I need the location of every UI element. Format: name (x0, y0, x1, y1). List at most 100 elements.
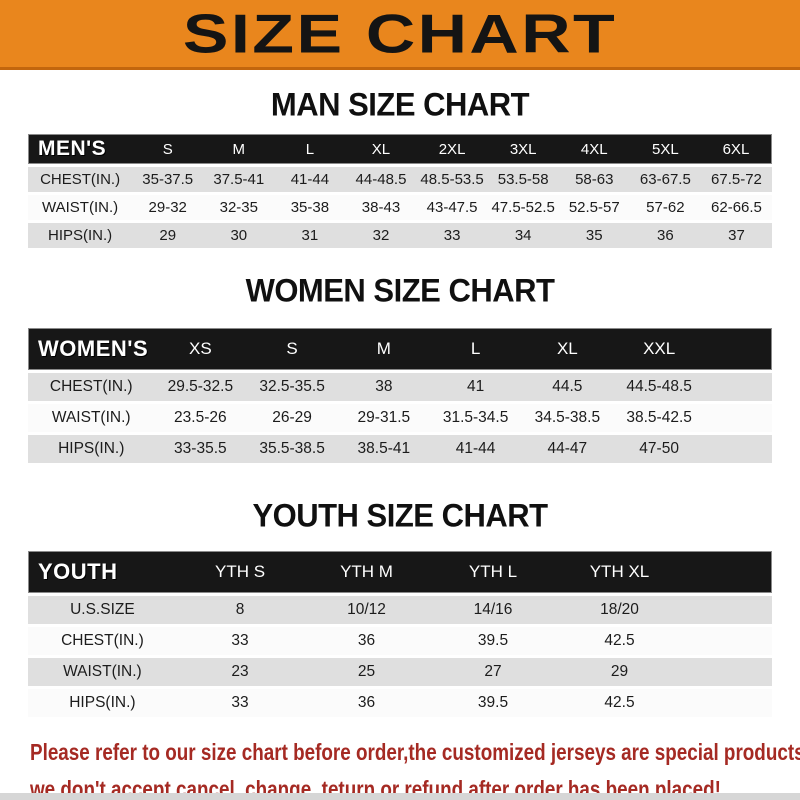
row-label: HIPS(IN.) (28, 435, 155, 463)
size-cell: 63-67.5 (629, 167, 701, 192)
column-header: XL (345, 134, 417, 164)
size-cell: 42.5 (556, 627, 683, 655)
size-cell: 39.5 (429, 627, 557, 655)
row-label: CHEST(IN.) (28, 627, 177, 655)
size-cell: 62-66.5 (700, 195, 772, 220)
size-cell: 36 (303, 689, 430, 717)
size-cell: 26-29 (246, 404, 338, 432)
size-cell: 23 (176, 658, 304, 686)
column-header: XL (521, 328, 614, 370)
column-header: XXL (613, 328, 706, 370)
bottom-edge-strip (0, 793, 800, 800)
header-spacer (705, 328, 772, 370)
table-row: HIPS(IN.) 33 36 39.5 42.5 (28, 689, 772, 717)
row-label: HIPS(IN.) (28, 689, 177, 717)
size-cell: 35-38 (274, 195, 346, 220)
table-header-label: YOUTH (28, 551, 177, 593)
size-cell: 34.5-38.5 (521, 404, 614, 432)
table-header-label: MEN'S (28, 134, 133, 164)
size-cell: 38-43 (345, 195, 417, 220)
notice-line-1: Please refer to our size chart before or… (30, 739, 800, 765)
table-row: WAIST(IN.) 29-32 32-35 35-38 38-43 43-47.5 47.… (28, 195, 772, 220)
column-header: M (337, 328, 430, 370)
size-cell: 41-44 (274, 167, 346, 192)
table-row: WAIST(IN.) 23 25 27 29 (28, 658, 772, 686)
size-cell: 32 (345, 223, 417, 248)
size-cell: 29-31.5 (337, 404, 430, 432)
table-header-row: MEN'S S M L XL 2XL 3XL 4XL 5XL 6XL (28, 134, 772, 164)
size-cell: 53.5-58 (487, 167, 559, 192)
column-header: 6XL (700, 134, 772, 164)
size-cell: 43-47.5 (416, 195, 488, 220)
size-table: MEN'S S M L XL 2XL 3XL 4XL 5XL 6XL CHEST(IN.) 35-3… (28, 131, 772, 251)
table-header-label: WOMEN'S (28, 328, 155, 370)
size-cell: 29 (556, 658, 683, 686)
size-cell: 36 (303, 627, 430, 655)
table-row: U.S.SIZE 8 10/12 14/16 18/20 (28, 596, 772, 624)
size-cell: 44-47 (521, 435, 614, 463)
column-header: S (246, 328, 338, 370)
size-cell: 42.5 (556, 689, 683, 717)
size-cell: 36 (629, 223, 701, 248)
size-cell: 10/12 (303, 596, 430, 624)
row-label: U.S.SIZE (28, 596, 177, 624)
row-spacer (682, 658, 772, 686)
size-cell: 39.5 (429, 689, 557, 717)
size-cell: 29 (132, 223, 204, 248)
table-row: CHEST(IN.) 29.5-32.5 32.5-35.5 38 41 44.5 44.5… (28, 373, 772, 401)
size-cell: 38.5-41 (337, 435, 430, 463)
size-cell: 38.5-42.5 (613, 404, 706, 432)
size-cell: 33-35.5 (154, 435, 247, 463)
size-cell: 34 (487, 223, 559, 248)
man-size-chart-section: MAN SIZE CHART MEN'S S M L XL 2XL 3XL 4XL 5XL 6XL… (28, 86, 772, 251)
column-header: YTH XL (556, 551, 683, 593)
column-header: YTH M (303, 551, 430, 593)
size-cell: 29.5-32.5 (154, 373, 247, 401)
column-header: 5XL (629, 134, 701, 164)
banner-title: SIZE CHART (182, 2, 618, 65)
section-title: WOMEN SIZE CHART (245, 272, 555, 309)
size-cell: 8 (176, 596, 304, 624)
size-cell: 37 (700, 223, 772, 248)
size-cell: 35-37.5 (132, 167, 204, 192)
column-header: 2XL (416, 134, 488, 164)
table-row: CHEST(IN.) 33 36 39.5 42.5 (28, 627, 772, 655)
column-header: L (274, 134, 346, 164)
size-cell: 47-50 (613, 435, 706, 463)
size-cell: 32.5-35.5 (246, 373, 338, 401)
size-cell: 44.5 (521, 373, 614, 401)
column-header: M (203, 134, 275, 164)
section-title: MAN SIZE CHART (270, 86, 530, 123)
size-cell: 31.5-34.5 (429, 404, 522, 432)
size-cell: 29-32 (132, 195, 204, 220)
column-header: S (132, 134, 204, 164)
size-cell: 67.5-72 (700, 167, 772, 192)
row-label: CHEST(IN.) (28, 167, 133, 192)
column-header: 4XL (558, 134, 630, 164)
size-cell: 38 (337, 373, 430, 401)
size-cell: 47.5-52.5 (487, 195, 559, 220)
table-row: WAIST(IN.) 23.5-26 26-29 29-31.5 31.5-34.5 34… (28, 404, 772, 432)
youth-size-chart-section: YOUTH SIZE CHART YOUTH YTH S YTH M YTH L YTH… (28, 497, 772, 720)
size-cell: 30 (203, 223, 275, 248)
size-cell: 35 (558, 223, 630, 248)
row-spacer (682, 627, 772, 655)
size-cell: 44.5-48.5 (613, 373, 706, 401)
size-cell: 33 (176, 627, 304, 655)
size-cell: 25 (303, 658, 430, 686)
size-cell: 18/20 (556, 596, 683, 624)
row-spacer (705, 404, 772, 432)
row-label: WAIST(IN.) (28, 195, 133, 220)
size-cell: 37.5-41 (203, 167, 275, 192)
footer-notice: Please refer to our size chart before or… (30, 734, 800, 800)
women-size-chart-section: WOMEN SIZE CHART WOMEN'S XS S M L XL XXL CHEST… (28, 272, 772, 466)
size-cell: 44-48.5 (345, 167, 417, 192)
size-cell: 32-35 (203, 195, 275, 220)
column-header: XS (154, 328, 247, 370)
size-cell: 33 (176, 689, 304, 717)
size-cell: 35.5-38.5 (246, 435, 338, 463)
column-header: 3XL (487, 134, 559, 164)
size-table: WOMEN'S XS S M L XL XXL CHEST(IN.) 29.5-32.5 32.… (28, 325, 772, 466)
size-cell: 52.5-57 (558, 195, 630, 220)
row-spacer (682, 689, 772, 717)
